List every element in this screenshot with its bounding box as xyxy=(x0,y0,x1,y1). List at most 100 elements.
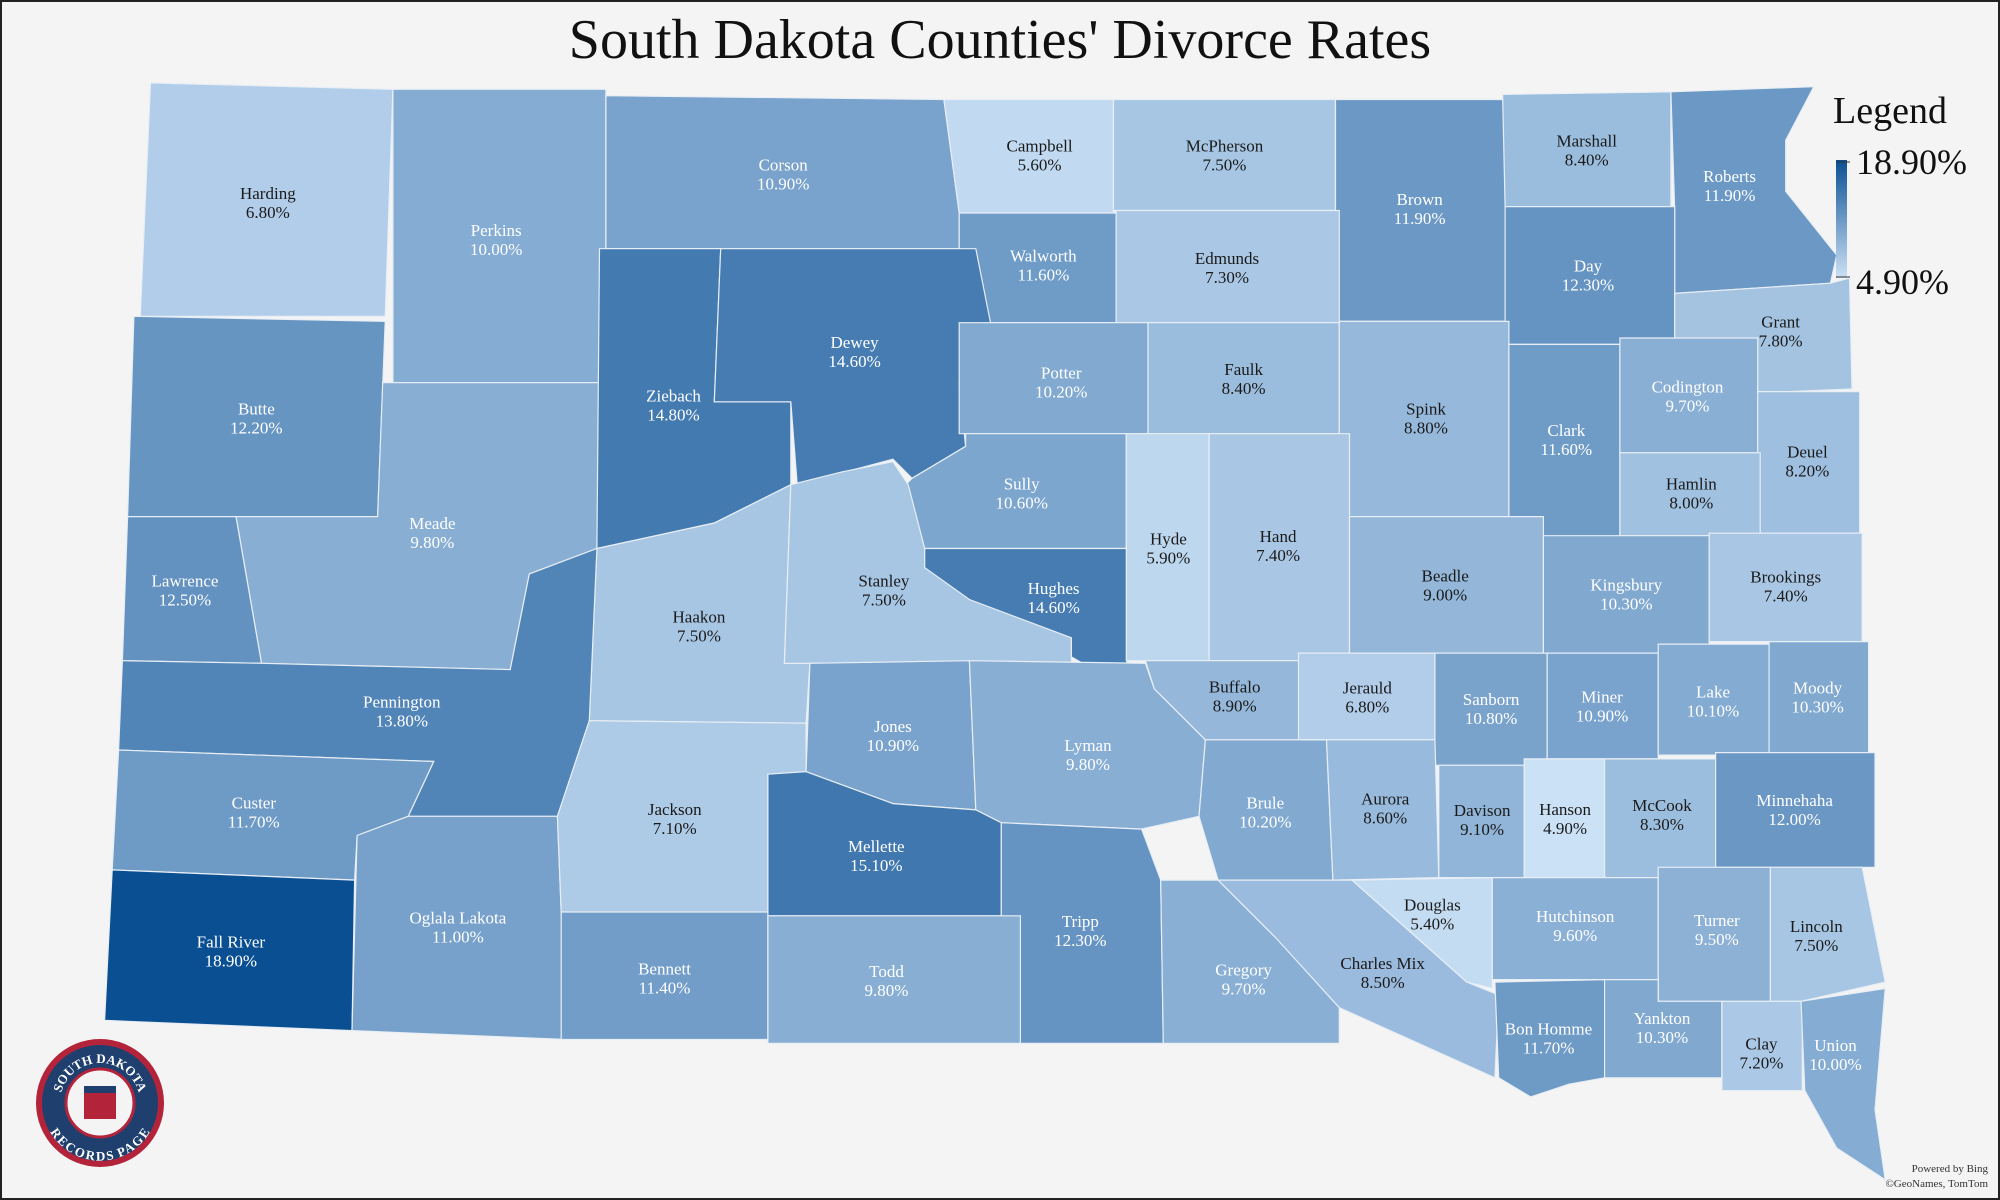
county-value: 12.30% xyxy=(1562,276,1614,295)
county-name: Spink xyxy=(1406,399,1446,418)
county-value: 8.80% xyxy=(1404,418,1448,437)
county xyxy=(139,82,394,317)
county xyxy=(1350,876,1493,990)
county-value: 7.20% xyxy=(1740,1054,1784,1073)
county-value: 11.00% xyxy=(432,927,484,946)
county-value: 10.00% xyxy=(1809,1055,1861,1074)
county-name: Turner xyxy=(1694,911,1740,930)
county-value: 8.40% xyxy=(1222,379,1266,398)
county-name: Stanley xyxy=(858,572,909,591)
county-name: Moody xyxy=(1793,679,1843,698)
county-value: 10.90% xyxy=(757,175,809,194)
county-value: 8.20% xyxy=(1785,462,1829,481)
county-name: Haakon xyxy=(673,607,726,626)
county-name: Dewey xyxy=(831,333,880,352)
county-value: 8.40% xyxy=(1565,151,1609,170)
county-name: Bon Homme xyxy=(1505,1019,1592,1038)
county-name: Fall River xyxy=(197,933,266,952)
county-name: Lyman xyxy=(1064,736,1112,755)
county-name: Hutchinson xyxy=(1536,907,1615,926)
county-value: 12.50% xyxy=(159,591,211,610)
county-value: 14.60% xyxy=(1027,598,1079,617)
legend: Legend 18.90% 4.90% xyxy=(1833,90,1967,302)
logo: SOUTH DAKOTA RECORDS PAGE xyxy=(36,1039,164,1167)
county-name: Kingsbury xyxy=(1590,575,1662,594)
county-value: 7.50% xyxy=(677,626,721,645)
county-name: Brown xyxy=(1397,190,1444,209)
county-value: 8.90% xyxy=(1213,696,1257,715)
county-value: 11.70% xyxy=(228,813,280,832)
county-name: Tripp xyxy=(1062,912,1099,931)
county-value: 12.30% xyxy=(1054,931,1106,950)
county-name: Lake xyxy=(1696,683,1730,702)
attribution: ©GeoNames, TomTom xyxy=(1885,1178,1988,1190)
legend-max-label: 18.90% xyxy=(1856,142,1967,182)
county-value: 11.60% xyxy=(1540,440,1592,459)
county-value: 11.70% xyxy=(1523,1038,1575,1057)
county-name: Minnehaha xyxy=(1756,791,1833,810)
county-value: 10.10% xyxy=(1687,702,1739,721)
county-value: 9.70% xyxy=(1666,397,1710,416)
county-value: 11.90% xyxy=(1394,209,1446,228)
county-name: Perkins xyxy=(471,221,522,240)
counties xyxy=(103,82,1886,1182)
county-value: 7.50% xyxy=(862,591,906,610)
county-value: 18.90% xyxy=(205,952,257,971)
county-value: 9.50% xyxy=(1695,930,1739,949)
map-title: South Dakota Counties' Divorce Rates xyxy=(569,9,1431,71)
county-value: 9.80% xyxy=(1066,755,1110,774)
county-value: 10.90% xyxy=(867,736,919,755)
county-name: Gregory xyxy=(1215,961,1272,980)
county-value: 10.20% xyxy=(1035,383,1087,402)
legend-gradient xyxy=(1836,160,1847,278)
county-value: 15.10% xyxy=(850,856,902,875)
county-value: 5.90% xyxy=(1146,548,1190,567)
county-value: 7.40% xyxy=(1764,587,1808,606)
county-value: 5.60% xyxy=(1018,156,1062,175)
county-value: 12.00% xyxy=(1768,810,1820,829)
county-name: Butte xyxy=(238,399,275,418)
county-name: Todd xyxy=(869,962,904,981)
county-name: Meade xyxy=(409,514,455,533)
county-name: Roberts xyxy=(1703,167,1756,186)
county-value: 4.90% xyxy=(1543,819,1587,838)
county-name: Sully xyxy=(1004,475,1040,494)
county-name: Lawrence xyxy=(151,572,218,591)
county-name: Grant xyxy=(1761,313,1800,332)
county-name: Jerauld xyxy=(1343,679,1393,698)
county-name: Edmunds xyxy=(1195,249,1259,268)
county-name: Pennington xyxy=(363,693,441,712)
county-value: 9.10% xyxy=(1460,820,1504,839)
county-value: 7.30% xyxy=(1205,268,1249,287)
county-name: Walworth xyxy=(1010,246,1077,265)
county-value: 14.80% xyxy=(647,406,699,425)
county-name: Hanson xyxy=(1539,800,1591,819)
county-value: 10.00% xyxy=(470,240,522,259)
county-value: 6.80% xyxy=(1345,698,1389,717)
logo-shield-top xyxy=(84,1086,116,1093)
county-value: 8.50% xyxy=(1361,973,1405,992)
county-name: Union xyxy=(1814,1036,1857,1055)
county-value: 10.80% xyxy=(1465,709,1517,728)
county-name: Oglala Lakota xyxy=(410,908,507,927)
county-value: 8.60% xyxy=(1363,809,1407,828)
county-value: 7.80% xyxy=(1759,332,1803,351)
county-value: 12.20% xyxy=(230,418,282,437)
county xyxy=(767,915,1022,1045)
county-name: Potter xyxy=(1041,364,1082,383)
county-value: 10.90% xyxy=(1576,707,1628,726)
county-name: McCook xyxy=(1632,796,1692,815)
county xyxy=(1800,987,1886,1182)
county-name: Clark xyxy=(1547,421,1585,440)
county-name: Beadle xyxy=(1422,566,1469,585)
county-value: 13.80% xyxy=(376,712,428,731)
county-value: 10.30% xyxy=(1600,594,1652,613)
county xyxy=(1714,751,1876,868)
county-name: Codington xyxy=(1652,378,1724,397)
county-value: 14.60% xyxy=(828,352,880,371)
legend-title: Legend xyxy=(1833,90,1947,132)
county-name: Harding xyxy=(240,184,296,203)
county-name: Charles Mix xyxy=(1340,954,1425,973)
county-value: 7.40% xyxy=(1256,546,1300,565)
